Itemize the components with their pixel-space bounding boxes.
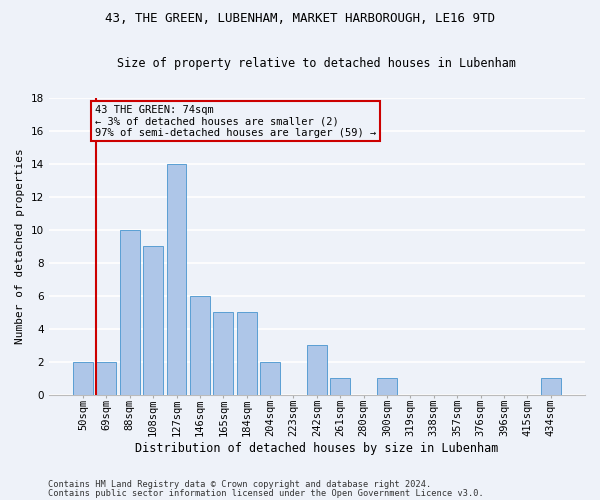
Bar (97, 362, 116, 395)
Text: 43, THE GREEN, LUBENHAM, MARKET HARBOROUGH, LE16 9TD: 43, THE GREEN, LUBENHAM, MARKET HARBOROU… (105, 12, 495, 26)
Text: Contains public sector information licensed under the Open Government Licence v3: Contains public sector information licen… (48, 488, 484, 498)
Bar (377, 378, 397, 395)
Text: 43 THE GREEN: 74sqm
← 3% of detached houses are smaller (2)
97% of semi-detached: 43 THE GREEN: 74sqm ← 3% of detached hou… (95, 104, 376, 138)
Bar (143, 246, 163, 395)
Bar (541, 378, 560, 395)
Bar (260, 362, 280, 395)
Bar (214, 312, 233, 395)
Bar (307, 346, 327, 395)
Title: Size of property relative to detached houses in Lubenham: Size of property relative to detached ho… (118, 58, 517, 70)
Text: Contains HM Land Registry data © Crown copyright and database right 2024.: Contains HM Land Registry data © Crown c… (48, 480, 431, 489)
Bar (120, 230, 140, 395)
Bar (330, 378, 350, 395)
Bar (167, 164, 187, 395)
X-axis label: Distribution of detached houses by size in Lubenham: Distribution of detached houses by size … (135, 442, 499, 455)
Bar (237, 312, 257, 395)
Bar (190, 296, 210, 395)
Y-axis label: Number of detached properties: Number of detached properties (15, 148, 25, 344)
Bar (73, 362, 93, 395)
